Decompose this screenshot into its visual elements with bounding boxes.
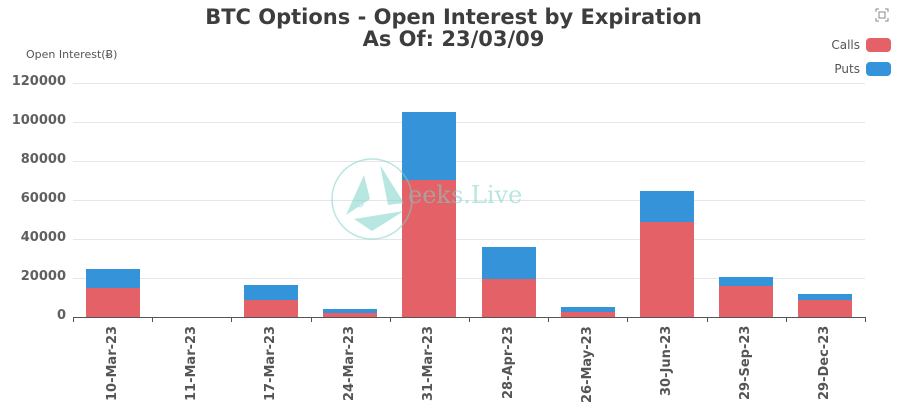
bar-puts[interactable] [560,306,615,313]
x-tick [389,317,391,322]
chart-subtitle: As Of: 23/03/09 [362,27,545,51]
x-tick-label: 30-Jun-23 [659,325,674,396]
y-tick-label: 20000 [20,269,66,284]
bar-calls[interactable] [244,300,298,317]
bar-puts[interactable] [719,276,774,286]
grid-line [73,200,865,201]
grid-line [73,239,865,240]
bar-calls[interactable] [798,300,853,317]
chart-title: BTC Options - Open Interest by Expiratio… [205,5,702,29]
x-tick-label: 31-Mar-23 [421,325,437,401]
bar-puts[interactable] [402,111,457,180]
grid-line [73,161,865,162]
bar-puts[interactable] [640,190,694,222]
x-tick [706,317,708,322]
x-tick-label: 26-May-23 [579,326,595,403]
bar-calls[interactable] [719,285,774,317]
x-tick-label: 28-Apr-23 [500,326,516,399]
x-tick-label: 10-Mar-23 [104,325,120,401]
y-axis-label: Open Interest(Ƀ) [26,48,118,61]
x-tick-label: 17-Mar-23 [263,325,278,401]
bar-calls[interactable] [323,312,378,317]
svg-text:e: e [354,191,365,212]
x-tick [73,317,74,322]
x-tick [310,317,312,322]
bar-calls[interactable] [402,179,457,317]
legend-swatch-calls [866,38,891,52]
x-tick-label: 11-Mar-23 [183,325,199,401]
grid-line [73,278,865,279]
bar-puts[interactable] [244,285,298,301]
bar-calls[interactable] [85,287,140,317]
y-tick-label: 100000 [11,113,66,128]
y-tick-label: 60000 [20,191,66,206]
x-tick [231,317,233,322]
x-tick [152,317,154,322]
grid-line [73,83,865,84]
bar-calls[interactable] [481,279,536,317]
bar-calls[interactable] [560,312,615,317]
y-tick-label: 0 [56,308,66,323]
x-tick [469,317,470,322]
y-tick-label: 120000 [11,74,66,89]
legend-item-puts[interactable]: Puts [834,62,891,76]
x-tick-label: 24-Mar-23 [342,325,358,401]
bar-puts[interactable] [798,294,853,301]
x-tick-label: 29-Dec-23 [817,325,833,400]
legend-swatch-puts [866,62,891,76]
legend-label: Calls [831,38,860,52]
y-tick-label: 40000 [20,230,66,245]
x-tick [865,317,866,322]
x-tick [627,317,629,322]
legend-item-calls[interactable]: Calls [831,38,891,52]
x-tick [548,317,550,322]
bar-puts[interactable] [85,269,140,288]
bar-puts[interactable] [481,247,536,280]
grid-line [73,122,865,123]
bar-calls[interactable] [640,221,694,317]
legend-label: Puts [834,62,860,76]
x-tick [785,317,787,322]
y-tick-label: 80000 [20,152,66,167]
x-tick-label: 29-Sep-23 [738,325,754,400]
fullscreen-icon[interactable] [875,8,889,22]
bar-puts[interactable] [323,309,378,313]
